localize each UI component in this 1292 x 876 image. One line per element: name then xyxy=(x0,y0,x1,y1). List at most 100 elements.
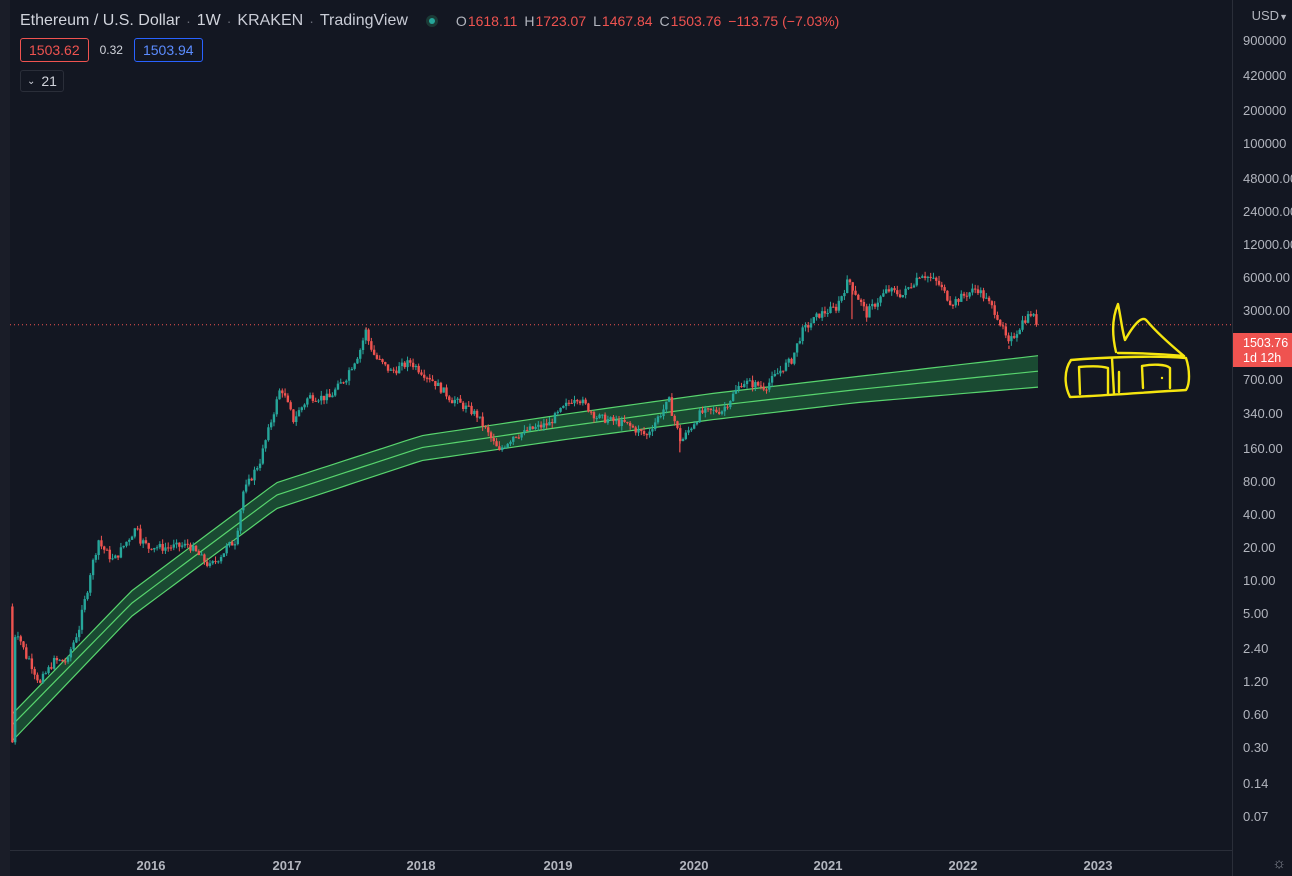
candle xyxy=(11,603,14,743)
candle xyxy=(97,539,100,560)
candle xyxy=(283,388,287,398)
indicator-legend: 1503.62 0.32 1503.94 xyxy=(20,38,203,62)
price-tick-label: 10.00 xyxy=(1243,573,1276,588)
candle xyxy=(784,359,788,372)
candle xyxy=(520,432,523,441)
candle xyxy=(957,298,960,306)
candle xyxy=(33,666,36,680)
candle xyxy=(843,289,846,300)
candle xyxy=(300,406,303,413)
candle xyxy=(253,466,256,485)
candle xyxy=(147,542,150,553)
candle xyxy=(111,553,114,561)
candle xyxy=(439,381,443,394)
candle xyxy=(937,275,941,287)
candle xyxy=(498,441,501,451)
candle xyxy=(823,306,827,317)
candle xyxy=(748,378,751,382)
candle xyxy=(834,303,838,314)
candle xyxy=(108,546,111,563)
candle xyxy=(489,430,493,442)
candle xyxy=(987,295,991,305)
candle xyxy=(194,544,198,552)
time-axis[interactable]: 2016 2017 2018 2019 2020 2021 2022 2023 xyxy=(10,851,1232,876)
candle xyxy=(1012,332,1016,339)
price-scale[interactable]: 900000 420000 200000 100000 48000.00 24000.00… xyxy=(1233,0,1292,850)
gear-icon[interactable]: ☼ xyxy=(1272,855,1286,872)
candle xyxy=(985,292,988,299)
candle xyxy=(576,398,579,405)
candle xyxy=(854,285,857,296)
candle xyxy=(311,392,315,404)
candle xyxy=(333,387,337,397)
indicator-spread: 0.32 xyxy=(99,43,123,57)
candle xyxy=(857,293,860,300)
candle xyxy=(91,558,95,580)
candle xyxy=(308,392,312,399)
candle xyxy=(217,560,220,564)
candle xyxy=(681,437,685,442)
candle xyxy=(645,433,649,440)
candle xyxy=(684,430,687,441)
candle xyxy=(105,548,109,551)
candle xyxy=(375,352,379,360)
candle xyxy=(715,406,718,414)
candle xyxy=(456,397,459,405)
candle xyxy=(247,474,251,487)
ohlc-values: O 1618.11 H 1723.07 L 1467.84 C 1503.76 −113… xyxy=(455,13,840,29)
candle xyxy=(773,369,777,378)
candle xyxy=(704,405,707,418)
candle xyxy=(164,542,167,554)
time-tick-label: 2020 xyxy=(680,858,709,873)
price-tick-label: 24000.00 xyxy=(1243,204,1292,219)
candle xyxy=(180,542,184,549)
candle xyxy=(141,538,145,549)
candle xyxy=(403,361,406,369)
price-tick-label: 200000 xyxy=(1243,103,1286,118)
candle xyxy=(564,398,568,410)
candle xyxy=(871,299,874,310)
candle xyxy=(425,376,429,383)
candle xyxy=(631,424,635,429)
candle xyxy=(464,402,468,413)
price-scale-border xyxy=(1232,0,1233,876)
candle xyxy=(676,420,679,430)
candle xyxy=(239,509,242,535)
candle xyxy=(837,296,841,313)
candle xyxy=(623,415,626,423)
candle xyxy=(258,458,262,471)
candle xyxy=(233,540,237,550)
price-tick-label: 160.00 xyxy=(1243,441,1283,456)
candle xyxy=(848,278,852,286)
candle xyxy=(567,399,571,407)
candle xyxy=(1021,315,1024,332)
price-tick-label: 20.00 xyxy=(1243,540,1276,555)
time-tick-label: 2023 xyxy=(1084,858,1113,873)
candle xyxy=(801,325,804,345)
candlesticks xyxy=(11,271,1038,745)
candle xyxy=(545,418,548,429)
candle xyxy=(467,401,470,407)
candle xyxy=(559,407,562,413)
candle xyxy=(556,410,559,417)
candle xyxy=(601,414,604,419)
candle xyxy=(731,390,735,402)
candle xyxy=(765,388,768,394)
time-tick-label: 2017 xyxy=(273,858,302,873)
indicator-upper-value[interactable]: 1503.94 xyxy=(133,38,203,62)
candle xyxy=(320,390,323,405)
candle xyxy=(367,328,370,345)
interval-label[interactable]: 1W xyxy=(196,12,221,29)
candle xyxy=(670,393,674,417)
collapse-indicators-button[interactable]: ⌄ 21 xyxy=(20,70,64,92)
currency-selector[interactable]: USD▼ xyxy=(1251,8,1288,23)
candle xyxy=(665,401,668,414)
symbol-name[interactable]: Ethereum / U.S. Dollar xyxy=(20,12,181,29)
candle xyxy=(626,421,629,425)
indicator-lower-value[interactable]: 1503.62 xyxy=(20,38,89,62)
candle xyxy=(1035,309,1038,327)
candle xyxy=(1007,332,1010,344)
candle xyxy=(726,404,729,410)
